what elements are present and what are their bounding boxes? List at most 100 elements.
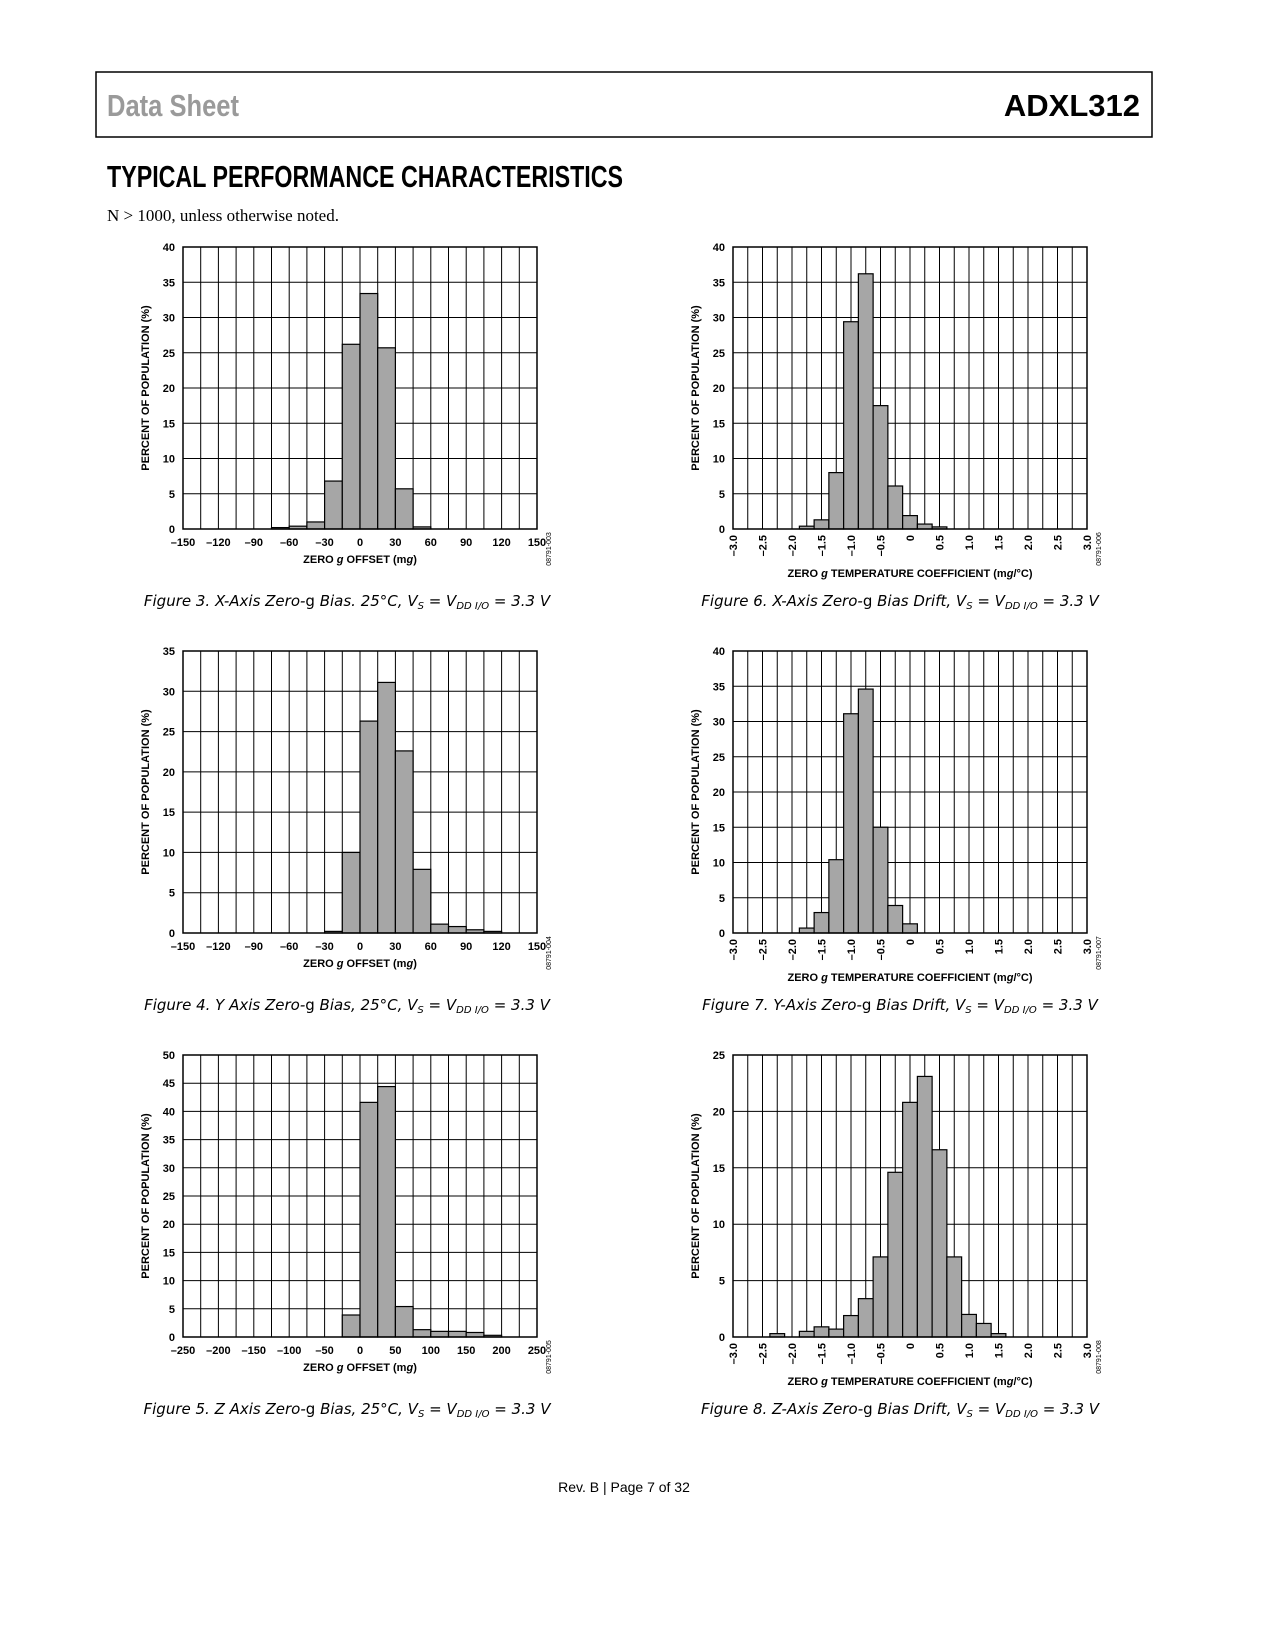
bar bbox=[961, 1313, 977, 1338]
y-axis-label: PERCENT OF POPULATION (%) bbox=[140, 1113, 152, 1279]
x-tick-label: –30 bbox=[315, 537, 333, 549]
caption-run: S bbox=[967, 1409, 974, 1420]
y-tick-label: 20 bbox=[163, 767, 175, 779]
x-tick-label: 0 bbox=[905, 1343, 917, 1349]
label-run: OFFSET (m bbox=[344, 554, 407, 566]
y-tick-label: 25 bbox=[163, 1191, 175, 1203]
plot-frame bbox=[182, 1054, 538, 1338]
y-tick-label: 30 bbox=[163, 313, 175, 325]
x-tick-label: 30 bbox=[389, 537, 401, 549]
figure-caption: Figure 6. X-Axis Zero-g Bias Drift, VS =… bbox=[701, 592, 1100, 612]
caption-run: = V bbox=[424, 996, 458, 1014]
y-axis-label: PERCENT OF POPULATION (%) bbox=[140, 305, 152, 471]
plot-frame bbox=[182, 246, 538, 530]
bar bbox=[359, 1101, 379, 1338]
x-tick-label: 0.5 bbox=[935, 939, 947, 954]
bar bbox=[798, 1330, 815, 1338]
bar bbox=[857, 1298, 874, 1338]
bar bbox=[359, 720, 379, 934]
caption-run: = V bbox=[424, 1400, 458, 1418]
label-run: g bbox=[820, 568, 828, 580]
bar bbox=[872, 405, 889, 530]
bar bbox=[341, 851, 361, 934]
bar bbox=[324, 480, 343, 530]
label-run: ) bbox=[413, 1362, 417, 1374]
label-run: g bbox=[405, 1362, 413, 1374]
y-tick-label: 20 bbox=[713, 383, 725, 395]
x-tick-label: 0 bbox=[905, 535, 917, 541]
x-tick-label: 1.0 bbox=[964, 535, 976, 550]
bar bbox=[887, 904, 904, 934]
label-run: ) bbox=[413, 958, 417, 970]
x-tick-label: –0.5 bbox=[876, 1343, 888, 1364]
label-run: OFFSET (m bbox=[344, 958, 407, 970]
x-tick-label: –250 bbox=[171, 1345, 195, 1357]
y-tick-label: 50 bbox=[163, 1050, 175, 1062]
caption-run: = 3.3 V bbox=[489, 996, 552, 1014]
caption-run: = 3.3 V bbox=[1038, 592, 1101, 610]
bar bbox=[341, 343, 361, 530]
caption-run: = 3.3 V bbox=[1037, 996, 1100, 1014]
label-run: g bbox=[336, 1362, 344, 1374]
x-tick-label: –1.0 bbox=[846, 1343, 858, 1364]
x-tick-label: –1.0 bbox=[846, 535, 858, 556]
bar bbox=[857, 688, 874, 934]
chart: 0 5 10 15 20 25 30 35 40 –3.0 –2.5 –2.0 –1.5 –1.0 –0.5… bbox=[690, 646, 1103, 1016]
y-tick-label: 15 bbox=[713, 822, 725, 834]
y-tick-label: 30 bbox=[713, 313, 725, 325]
bar bbox=[843, 713, 859, 934]
y-tick-label: 0 bbox=[169, 1332, 175, 1344]
x-tick-label: 1.0 bbox=[964, 939, 976, 954]
caption-run: DD I/O bbox=[1005, 1409, 1038, 1420]
y-tick-label: 5 bbox=[169, 888, 175, 900]
x-tick-label: 2.5 bbox=[1053, 1343, 1065, 1358]
bar bbox=[394, 750, 414, 934]
x-tick-label: 150 bbox=[457, 1345, 475, 1357]
y-tick-label: 40 bbox=[163, 1106, 175, 1118]
caption-run: Figure 4. Y Axis Zero- bbox=[144, 996, 305, 1014]
x-tick-label: 2.0 bbox=[1023, 939, 1035, 954]
bar bbox=[902, 1101, 918, 1338]
caption-run: DD I/O bbox=[1004, 1005, 1037, 1016]
caption-run: g bbox=[305, 592, 315, 610]
bar bbox=[872, 1256, 889, 1338]
bar bbox=[447, 925, 467, 934]
x-tick-label: 250 bbox=[528, 1345, 546, 1357]
x-tick-label: –90 bbox=[245, 941, 263, 953]
y-tick-label: 5 bbox=[719, 489, 725, 501]
y-tick-label: 25 bbox=[163, 348, 175, 360]
bar bbox=[828, 1328, 845, 1338]
y-tick-label: 0 bbox=[719, 524, 725, 536]
y-tick-label: 35 bbox=[713, 681, 725, 693]
caption-run: = 3.3 V bbox=[489, 592, 552, 610]
label-run: g bbox=[405, 554, 413, 566]
x-tick-label: 0 bbox=[357, 537, 363, 549]
y-tick-label: 0 bbox=[169, 524, 175, 536]
bar bbox=[931, 1149, 948, 1338]
caption-run: = V bbox=[424, 592, 458, 610]
chart: 0 5 10 15 20 25 30 35 40 45 50 –250 –200 –150 –100 –50 0… bbox=[140, 1050, 553, 1420]
caption-run: S bbox=[418, 1409, 425, 1420]
header-right: ADXL312 bbox=[1004, 88, 1140, 123]
y-tick-label: 45 bbox=[163, 1078, 175, 1090]
x-tick-label: –60 bbox=[280, 941, 298, 953]
figure-code: 08791-007 bbox=[1096, 936, 1103, 970]
bar bbox=[813, 519, 830, 530]
label-run: g bbox=[820, 972, 828, 984]
bar bbox=[887, 1171, 904, 1338]
bar bbox=[857, 273, 874, 530]
bar bbox=[306, 521, 326, 530]
x-tick-label: –3.0 bbox=[728, 1343, 740, 1364]
bar bbox=[916, 1075, 933, 1338]
x-tick-label: 0 bbox=[357, 1345, 363, 1357]
x-tick-label: 3.0 bbox=[1082, 939, 1094, 954]
bar bbox=[828, 472, 845, 530]
x-tick-label: 0.5 bbox=[935, 1343, 947, 1358]
caption-run: Figure 7. Y-Axis Zero- bbox=[702, 996, 862, 1014]
y-tick-label: 40 bbox=[713, 242, 725, 254]
bar bbox=[887, 485, 904, 530]
caption-run: Figure 5. Z Axis Zero- bbox=[144, 1400, 306, 1418]
plot-frame bbox=[732, 246, 1088, 530]
bar bbox=[359, 292, 379, 530]
x-tick-label: –2.5 bbox=[758, 939, 770, 960]
